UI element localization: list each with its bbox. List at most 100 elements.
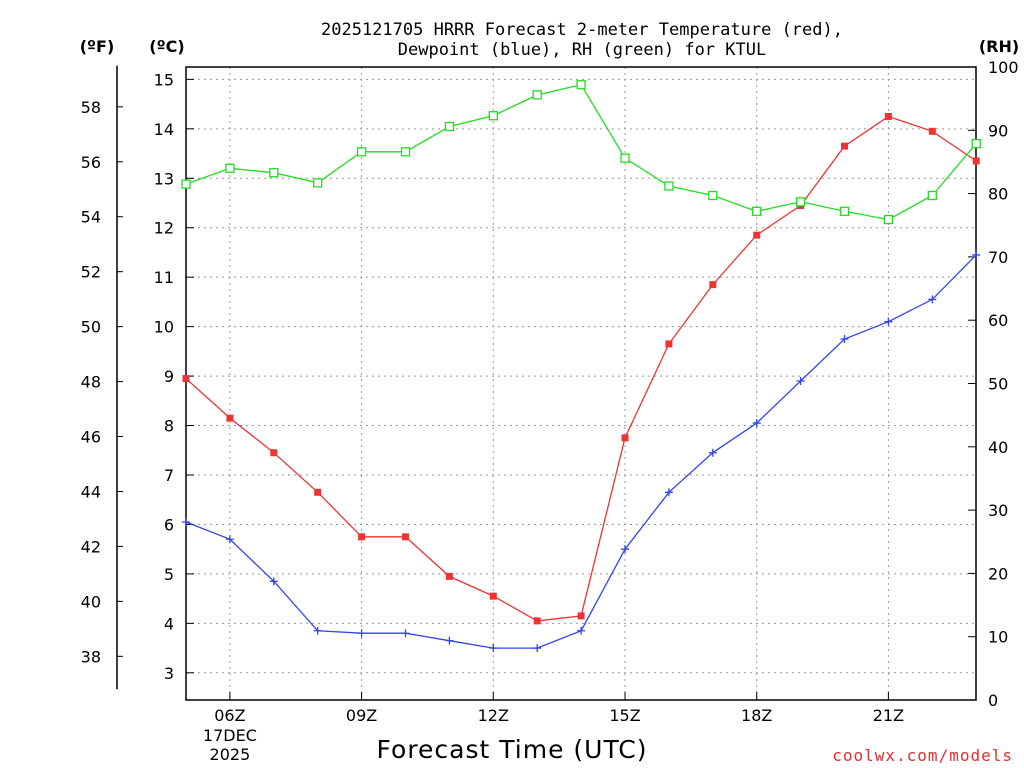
fahrenheit-tick-label: 58 [81, 98, 101, 117]
x-tick-year-label: 2025 [210, 745, 251, 764]
dewpoint-point [225, 535, 234, 544]
dewpoint-point [972, 250, 981, 259]
fahrenheit-tick-label: 46 [81, 428, 101, 447]
rh-tick-label: 60 [988, 311, 1008, 330]
dewpoint-point [708, 448, 717, 457]
temperature-point [226, 414, 234, 422]
rh-point [927, 190, 937, 201]
dewpoint-point [577, 626, 586, 635]
celsius-tick-label: 9 [164, 367, 174, 386]
x-tick-label: 15Z [609, 706, 640, 725]
fahrenheit-tick-label: 38 [81, 647, 101, 666]
rh-point [225, 163, 235, 173]
temperature-point [841, 142, 848, 150]
temperature-point [314, 488, 322, 496]
temperature-point [621, 434, 629, 442]
celsius-tick-label: 4 [164, 614, 174, 633]
fahrenheit-tick-label: 42 [81, 537, 101, 556]
rh-point [883, 214, 894, 225]
rh-unit-label: (RH) [979, 37, 1019, 56]
fahrenheit-tick-label: 56 [81, 153, 101, 172]
temperature-point [709, 281, 717, 289]
temperature-point [884, 112, 892, 120]
temperature-point [753, 231, 761, 239]
x-tick-label: 21Z [873, 706, 904, 725]
temperature-point [972, 157, 980, 165]
rh-point [181, 179, 191, 189]
fahrenheit-tick-label: 54 [81, 208, 101, 227]
celsius-tick-label: 7 [164, 466, 174, 485]
rh-point [532, 90, 542, 100]
celsius-tick-label: 3 [164, 664, 174, 683]
chart-title-line2: Dewpoint (blue), RH (green) for KTUL [398, 40, 766, 60]
rh-tick-label: 0 [988, 691, 998, 710]
rh-tick-label: 30 [988, 501, 1008, 520]
celsius-tick-label: 8 [164, 417, 174, 436]
celsius-tick-label: 14 [154, 120, 174, 139]
temperature-point [358, 533, 366, 541]
rh-point [971, 138, 981, 149]
dewpoint-point [664, 488, 673, 497]
dewpoint-point [621, 545, 629, 554]
dewpoint-point [182, 517, 190, 526]
dewpoint-point [840, 334, 849, 343]
fahrenheit-tick-label: 52 [81, 263, 101, 282]
rh-tick-label: 40 [988, 438, 1008, 457]
rh-tick-label: 80 [988, 185, 1008, 204]
fahrenheit-tick-label: 48 [81, 373, 101, 392]
rh-point [708, 190, 718, 201]
celsius-tick-label: 13 [154, 169, 174, 188]
dewpoint-point [445, 636, 454, 645]
dewpoint-point [313, 626, 322, 635]
rh-tick-label: 90 [988, 121, 1008, 140]
celsius-unit-label: (ºC) [149, 37, 184, 56]
temperature-point [665, 340, 673, 348]
dewpoint-point [357, 629, 366, 638]
temperature-point [533, 617, 541, 625]
rh-point [444, 121, 455, 132]
dewpoint-point [752, 419, 761, 428]
celsius-tick-label: 10 [154, 318, 174, 337]
rh-point [752, 206, 762, 216]
dewpoint-line [185, 254, 977, 649]
rh-point [488, 111, 498, 121]
dewpoint-point [533, 644, 542, 653]
fahrenheit-tick-label: 40 [81, 592, 101, 611]
rh-point [620, 153, 630, 163]
rh-point [313, 178, 323, 188]
temperature-line [185, 115, 977, 622]
dewpoint-point [796, 377, 805, 386]
plot-frame [185, 66, 977, 701]
x-tick-label: 09Z [346, 706, 377, 725]
temperature-point [445, 572, 453, 580]
grid-layer [186, 67, 976, 700]
temperature-point [402, 533, 409, 541]
series-layer [181, 80, 981, 653]
rh-point [269, 168, 279, 178]
rh-tick-label: 50 [988, 375, 1008, 394]
celsius-tick-label: 11 [154, 268, 174, 287]
dewpoint-point [401, 629, 410, 638]
temperature-point [928, 127, 936, 135]
celsius-tick-label: 6 [164, 515, 174, 534]
rh-point [795, 197, 806, 207]
rh-point [400, 147, 411, 157]
temperature-point [577, 612, 585, 620]
x-tick-label: 12Z [478, 706, 509, 725]
x-axis-title: Forecast Time (UTC) [377, 735, 648, 764]
x-tick-label: 06Z [214, 706, 245, 725]
rh-point [839, 206, 850, 216]
dewpoint-point [928, 295, 937, 304]
celsius-tick-label: 12 [154, 219, 174, 238]
rh-tick-label: 20 [988, 564, 1008, 583]
fahrenheit-unit-label: (ºF) [80, 37, 115, 56]
rh-tick-label: 10 [988, 628, 1008, 647]
dewpoint-point [884, 317, 893, 326]
temperature-point [270, 449, 278, 457]
celsius-tick-label: 5 [164, 565, 174, 584]
fahrenheit-tick-label: 50 [81, 318, 101, 337]
rh-tick-label: 100 [988, 58, 1019, 77]
fahrenheit-tick-label: 44 [81, 482, 101, 501]
celsius-tick-label: 15 [154, 70, 174, 89]
